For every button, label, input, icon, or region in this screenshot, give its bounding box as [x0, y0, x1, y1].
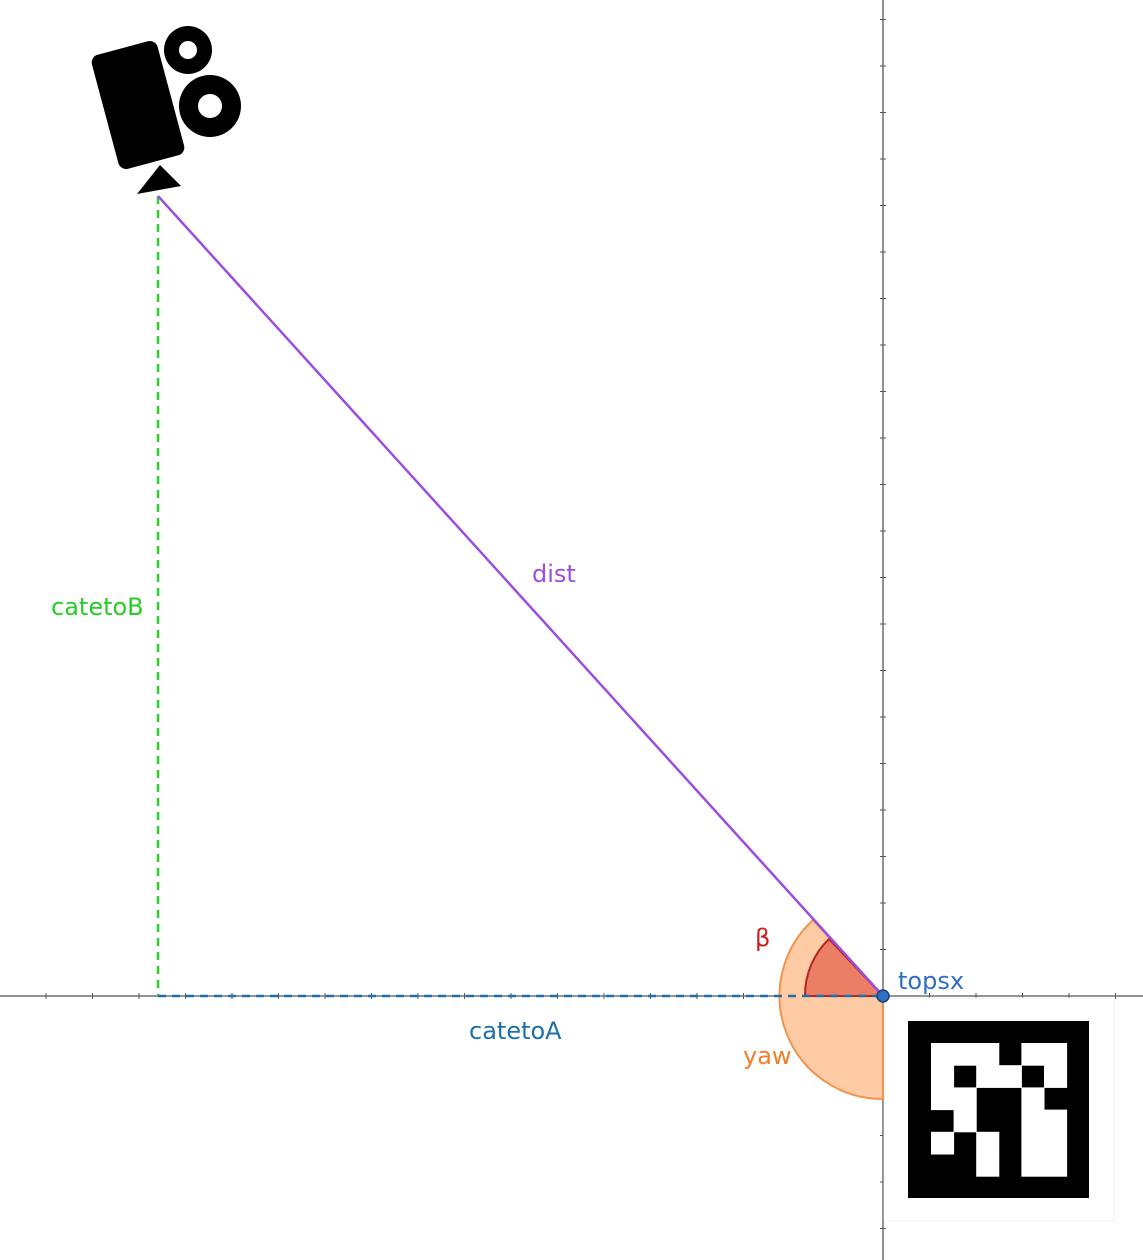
topsx-point[interactable]	[876, 989, 890, 1003]
marker-cell	[931, 1043, 955, 1066]
yaw-angle-arc	[778, 918, 884, 1101]
movie-camera-icon	[91, 26, 241, 194]
yaw-label: yaw	[743, 1042, 792, 1070]
topsx-label: topsx	[898, 967, 964, 995]
cateto-b-label: catetoB	[51, 593, 144, 621]
marker-cell	[976, 1065, 1000, 1088]
dist-line	[157, 195, 884, 997]
marker-cell	[1044, 1109, 1068, 1133]
marker-cell	[1021, 1109, 1045, 1133]
marker-cell	[1044, 1043, 1068, 1066]
marker-cell	[953, 1109, 977, 1133]
marker-cell	[931, 1131, 955, 1155]
marker-cell	[1021, 1154, 1045, 1177]
cateto-a-label: catetoA	[469, 1017, 562, 1045]
marker-cell	[1044, 1154, 1068, 1177]
dist-label: dist	[532, 560, 576, 588]
marker-cell	[998, 1065, 1022, 1088]
marker-cell	[1021, 1131, 1045, 1155]
marker-cell	[953, 1043, 977, 1066]
aruco-marker-icon	[908, 1021, 1089, 1198]
marker-cell	[976, 1043, 1000, 1066]
beta-label: β	[755, 924, 770, 952]
marker-cell	[953, 1087, 977, 1111]
marker-cell	[931, 1087, 955, 1111]
marker-cell	[1044, 1065, 1068, 1088]
marker-cell	[1021, 1087, 1045, 1111]
marker-cell	[931, 1065, 955, 1088]
marker-cell	[1021, 1043, 1045, 1066]
marker-cell	[1044, 1131, 1068, 1155]
marker-cell	[976, 1131, 1000, 1155]
marker-cell	[976, 1154, 1000, 1177]
